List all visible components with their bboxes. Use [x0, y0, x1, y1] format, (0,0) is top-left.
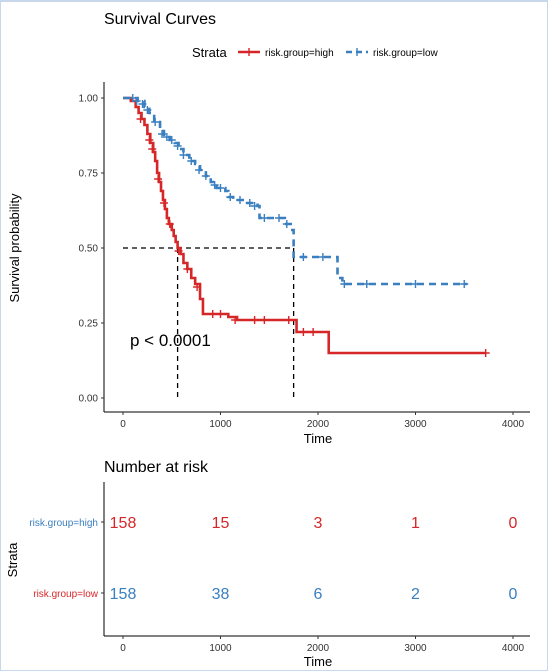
censor-mark: [481, 349, 490, 357]
survival-chart-title: Survival Curves: [104, 11, 216, 28]
risk-count: 2: [411, 586, 420, 603]
risk-count: 1: [411, 515, 420, 532]
risk-x-tick-label: 0: [120, 643, 126, 654]
legend-title: Strata: [192, 45, 227, 60]
risk-count: 6: [314, 586, 323, 603]
censor-mark: [193, 283, 202, 291]
censor-mark: [216, 184, 225, 192]
y-axis-title: Survival probability: [7, 193, 22, 303]
censor-mark: [411, 280, 420, 288]
risk-count: 0: [509, 586, 518, 603]
x-tick-label: 4000: [502, 419, 525, 430]
risk-count: 158: [110, 586, 137, 603]
censor-mark: [165, 220, 174, 228]
censor-mark: [260, 214, 269, 222]
y-tick-label: 0.50: [79, 244, 99, 255]
risk-table-title: Number at risk: [104, 459, 209, 476]
risk-x-tick-label: 3000: [404, 643, 427, 654]
x-tick-label: 0: [120, 419, 126, 430]
risk-y-axis-title: Strata: [5, 542, 20, 577]
x-tick-label: 1000: [209, 419, 232, 430]
censor-mark: [236, 196, 244, 204]
censor-mark: [340, 280, 349, 288]
censor-mark: [284, 316, 293, 324]
risk-count: 15: [212, 515, 230, 532]
risk-count: 3: [314, 515, 323, 532]
risk-row-label: risk.group=high: [29, 518, 98, 529]
censor-mark: [309, 328, 318, 336]
censor-mark: [136, 115, 145, 123]
x-tick-label: 2000: [307, 419, 330, 430]
censor-mark: [260, 316, 269, 324]
censor-mark: [195, 166, 204, 174]
censor-mark: [151, 118, 160, 126]
censor-mark: [362, 280, 371, 288]
risk-count: 0: [509, 515, 518, 532]
censor-mark: [245, 199, 254, 207]
censor-mark: [173, 142, 182, 150]
censor-mark: [143, 106, 152, 114]
censor-mark: [250, 316, 259, 324]
censor-mark: [138, 100, 147, 108]
series-line-low: [123, 96, 468, 286]
y-tick-label: 0.00: [79, 394, 99, 405]
censor-mark: [250, 202, 259, 210]
censor-mark: [460, 280, 469, 288]
censor-mark: [208, 310, 217, 318]
censor-mark: [154, 175, 163, 183]
censor-mark: [299, 253, 308, 261]
censor-mark: [231, 316, 240, 324]
y-tick-label: 0.25: [79, 319, 99, 330]
censor-mark: [179, 151, 188, 159]
censor-mark: [226, 193, 235, 201]
risk-x-tick-label: 4000: [502, 643, 525, 654]
risk-table: 0 1000 2000 3000 4000 risk.group=high 158 15 3 1 0…: [29, 482, 530, 654]
censor-mark: [174, 247, 183, 255]
risk-count: 158: [110, 515, 137, 532]
censor-mark: [201, 172, 210, 180]
y-tick-label: 1.00: [79, 94, 99, 105]
censor-mark: [145, 136, 154, 144]
censor-mark: [282, 220, 291, 228]
censor-mark: [318, 253, 327, 261]
censor-mark: [187, 157, 196, 165]
x-axis-title: Time: [304, 431, 332, 446]
censor-mark: [159, 199, 168, 207]
censor-mark: [210, 181, 219, 189]
censor-mark: [132, 97, 141, 105]
risk-count: 38: [212, 586, 230, 603]
censor-mark: [162, 133, 171, 141]
censor-mark: [275, 214, 283, 222]
x-tick-label: 3000: [404, 419, 427, 430]
censor-mark: [167, 136, 176, 144]
survival-plot-area: 0.00 0.25 0.50 0.75 1.00 0 1000 2000 3000 4000 p <…: [79, 82, 530, 430]
legend-label: risk.group=low: [373, 48, 439, 59]
legend: Strata risk.group=high risk.group=low: [192, 45, 439, 60]
risk-row-label: risk.group=low: [33, 589, 99, 600]
censor-mark: [299, 328, 308, 336]
risk-x-tick-label: 1000: [209, 643, 232, 654]
p-value-annotation: p < 0.0001: [130, 331, 211, 350]
risk-x-tick-label: 2000: [307, 643, 330, 654]
censor-mark: [216, 310, 225, 318]
censor-mark: [183, 265, 192, 273]
y-tick-label: 0.75: [79, 169, 99, 180]
censor-mark: [158, 130, 166, 138]
risk-x-axis-title: Time: [304, 654, 332, 669]
legend-label: risk.group=high: [265, 48, 334, 59]
censor-mark: [148, 145, 157, 153]
